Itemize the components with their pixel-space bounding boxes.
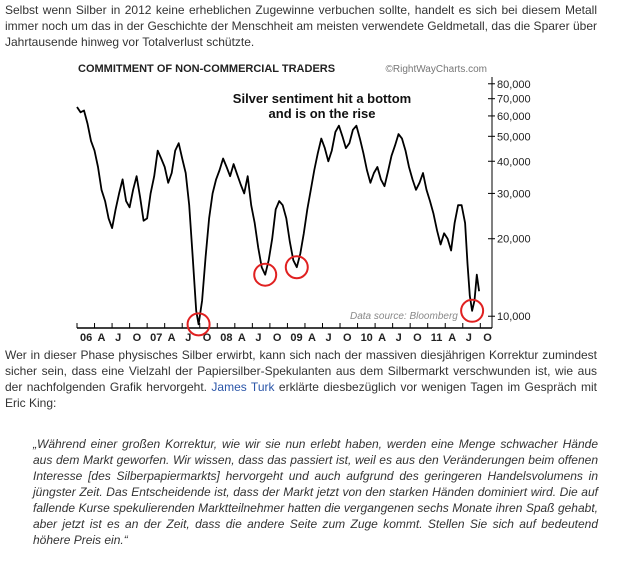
annotation-line-1: Silver sentiment hit a bottom	[233, 91, 411, 106]
x-tick-label: J	[255, 332, 261, 344]
annotation-line-2: and is on the rise	[269, 106, 376, 121]
x-tick-label: J	[115, 332, 121, 344]
turk-quote: „Während einer großen Korrektur, wie wir…	[33, 437, 598, 547]
y-tick-label: 30,000	[497, 188, 531, 200]
y-tick-label: 20,000	[497, 234, 531, 246]
james-turk-link[interactable]: James Turk	[211, 380, 275, 394]
y-tick-label: 70,000	[497, 94, 531, 106]
x-tick-label: O	[203, 332, 212, 344]
y-tick-label: 50,000	[497, 131, 531, 143]
x-tick-label: 11	[431, 332, 443, 344]
chart-credit: ©RightWayCharts.com	[386, 64, 487, 75]
x-tick-label: O	[273, 332, 282, 344]
x-tick-label: J	[185, 332, 191, 344]
chart-title: COMMITMENT OF NON-COMMERCIAL TRADERS	[78, 63, 335, 75]
x-tick-label: O	[483, 332, 492, 344]
x-tick-label: A	[98, 332, 106, 344]
y-tick-label: 60,000	[497, 111, 531, 123]
x-tick-label: A	[448, 332, 456, 344]
series-line	[76, 106, 480, 326]
explanation-paragraph: Wer in dieser Phase physisches Silber er…	[5, 347, 597, 411]
cot-chart: COMMITMENT OF NON-COMMERCIAL TRADERS ©Rig…	[72, 55, 542, 347]
x-tick-label: A	[238, 332, 246, 344]
y-tick-label: 80,000	[497, 79, 531, 91]
x-tick-label: O	[343, 332, 352, 344]
x-tick-label: 10	[361, 332, 373, 344]
low-point-circle	[284, 255, 309, 280]
x-tick-label: A	[168, 332, 176, 344]
x-tick-label: O	[413, 332, 422, 344]
y-tick-label: 10,000	[497, 311, 531, 323]
chart-svg: COMMITMENT OF NON-COMMERCIAL TRADERS ©Rig…	[76, 63, 531, 344]
paragraph-text-before: Wer in dieser Phase physisches Silber er…	[5, 348, 597, 394]
y-tick-label: 40,000	[497, 156, 531, 168]
paragraph-text-after: erklärte diesbezüglich vor wenigen Tagen…	[5, 380, 597, 410]
x-tick-label: 06	[80, 332, 92, 344]
intro-paragraph: Selbst wenn Silber in 2012 keine erhebli…	[5, 3, 597, 49]
data-source-label: Data source: Bloomberg	[350, 311, 458, 322]
low-point-circle	[460, 298, 485, 323]
x-tick-label: J	[466, 332, 472, 344]
low-point-circle	[253, 262, 278, 287]
x-tick-label: J	[396, 332, 402, 344]
x-tick-label: O	[133, 332, 142, 344]
x-tick-label: J	[325, 332, 331, 344]
x-tick-label: 08	[220, 332, 232, 344]
x-tick-label: A	[378, 332, 386, 344]
low-point-circle	[186, 312, 211, 337]
x-tick-label: A	[308, 332, 316, 344]
x-tick-label: 07	[150, 332, 162, 344]
x-tick-label: 09	[290, 332, 302, 344]
